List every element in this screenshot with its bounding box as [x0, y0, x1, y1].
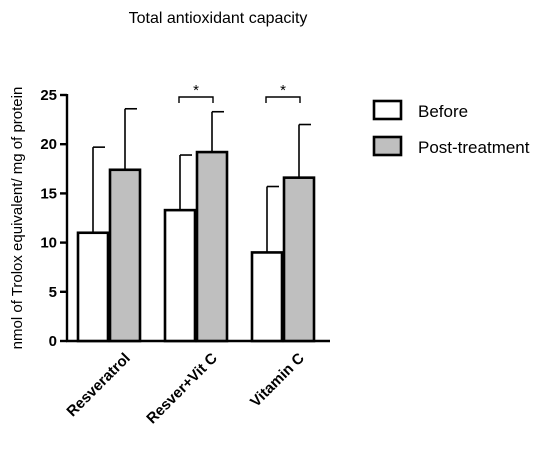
bar-before: [76, 231, 110, 343]
chart-title: Total antioxidant capacity: [129, 10, 308, 27]
y-tick-label: 20: [40, 136, 57, 153]
legend-label: Post-treatment: [418, 138, 530, 157]
legend: Before Post-treatment: [372, 99, 530, 157]
legend-swatch: [372, 99, 403, 121]
y-tick-label: 25: [40, 87, 57, 104]
y-axis-label: nmol of Trolox equivalent/ mg of protein: [9, 87, 26, 350]
significance-marker: *: [193, 82, 199, 99]
y-tick-label: 15: [40, 185, 57, 202]
bar-before: [163, 208, 197, 343]
bar-post-treatment: [195, 150, 229, 343]
y-tick-label: 5: [49, 284, 57, 301]
significance-bracket: [265, 96, 301, 103]
legend-label: Before: [418, 102, 468, 121]
bar-post-treatment: [282, 176, 316, 343]
significance-group: * *: [178, 82, 301, 103]
bar-post-treatment: [108, 168, 142, 343]
bar-before: [250, 251, 284, 343]
error-bars-group: [92, 107, 311, 253]
category-labels-group: Resveratrol Resver+Vit C Vitamin C: [63, 350, 308, 428]
x-category-label: Resver+Vit C: [143, 350, 221, 428]
x-category-label: Resveratrol: [63, 350, 133, 420]
significance-bracket: [178, 96, 214, 103]
legend-swatch: [372, 135, 403, 157]
y-ticks-group: 0 5 10 15 20 25: [40, 87, 67, 350]
x-category-label: Vitamin C: [247, 350, 308, 411]
y-tick-label: 10: [40, 235, 57, 252]
bars-group: [76, 150, 316, 343]
significance-marker: *: [280, 82, 286, 99]
y-tick-label: 0: [49, 333, 57, 350]
